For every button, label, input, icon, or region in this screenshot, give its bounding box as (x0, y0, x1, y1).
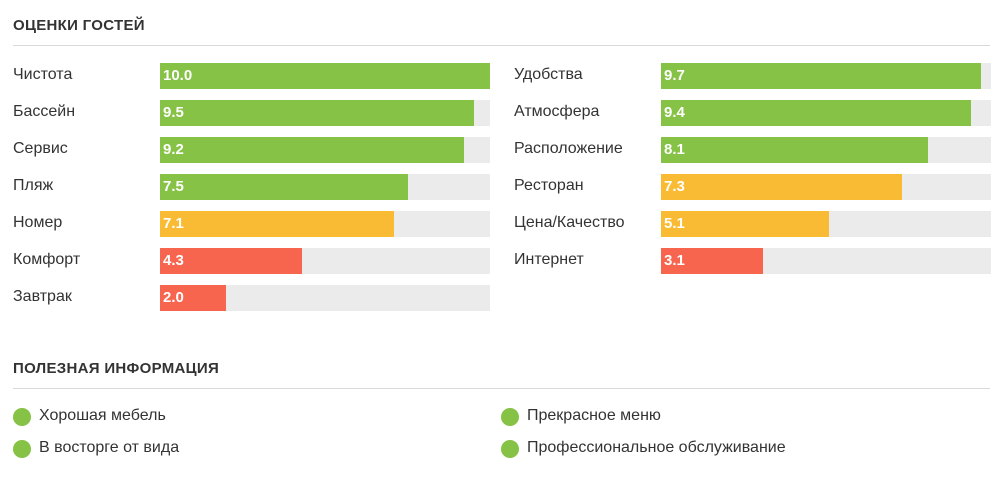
rating-bar-fill: 2.0 (160, 285, 226, 311)
rating-value: 7.5 (163, 178, 184, 195)
rating-bar-track: 10.0 (160, 63, 490, 89)
rating-value: 2.0 (163, 289, 184, 306)
rating-bar-track: 5.1 (661, 211, 991, 237)
rating-bar-track: 2.0 (160, 285, 490, 311)
rating-bar-track: 7.5 (160, 174, 490, 200)
rating-bar-fill: 7.5 (160, 174, 408, 200)
info-text: В восторге от вида (39, 439, 180, 456)
rating-row: Номер 7.1 (13, 211, 493, 237)
rating-label: Бассейн (13, 103, 76, 120)
rating-label: Чистота (13, 66, 73, 83)
rating-row: Чистота 10.0 (13, 63, 493, 89)
rating-label: Удобства (514, 66, 583, 83)
rating-bar-track: 9.5 (160, 100, 490, 126)
rating-bar-fill: 5.1 (661, 211, 830, 237)
useful-info-divider (13, 388, 990, 389)
rating-value: 3.1 (664, 252, 685, 269)
rating-row: Ресторан 7.3 (514, 174, 994, 200)
rating-bar-fill: 4.3 (160, 248, 302, 274)
rating-row: Завтрак 2.0 (13, 285, 493, 311)
rating-bar-track: 9.4 (661, 100, 991, 126)
rating-row: Пляж 7.5 (13, 174, 493, 200)
rating-bar-fill: 8.1 (661, 137, 929, 163)
rating-value: 10.0 (163, 67, 193, 84)
rating-bar-fill: 3.1 (661, 248, 764, 274)
rating-bar-track: 3.1 (661, 248, 991, 274)
bullet-dot-icon (13, 440, 31, 458)
rating-bar-fill: 9.5 (160, 100, 474, 126)
rating-bar-track: 7.1 (160, 211, 490, 237)
rating-label: Атмосфера (514, 103, 600, 120)
rating-bar-fill: 7.3 (661, 174, 902, 200)
rating-label: Комфорт (13, 251, 81, 268)
rating-bar-track: 9.2 (160, 137, 490, 163)
rating-label: Завтрак (13, 288, 72, 305)
info-text: Хорошая мебель (39, 407, 166, 424)
useful-info-title: ПОЛЕЗНАЯ ИНФОРМАЦИЯ (13, 360, 220, 377)
rating-value: 9.4 (664, 104, 685, 121)
rating-value: 5.1 (664, 215, 685, 232)
rating-label: Пляж (13, 177, 54, 194)
rating-bar-track: 7.3 (661, 174, 991, 200)
rating-value: 8.1 (664, 141, 685, 158)
rating-label: Сервис (13, 140, 68, 157)
guest-ratings-divider (13, 45, 990, 46)
rating-label: Ресторан (514, 177, 584, 194)
rating-row: Бассейн 9.5 (13, 100, 493, 126)
rating-label: Интернет (514, 251, 584, 268)
rating-value: 7.3 (664, 178, 685, 195)
rating-bar-track: 9.7 (661, 63, 991, 89)
guest-ratings-title: ОЦЕНКИ ГОСТЕЙ (13, 17, 145, 34)
rating-bar-track: 4.3 (160, 248, 490, 274)
rating-row: Расположение 8.1 (514, 137, 994, 163)
rating-bar-fill: 9.7 (661, 63, 982, 89)
rating-bar-fill: 9.2 (160, 137, 464, 163)
bullet-dot-icon (13, 408, 31, 426)
rating-bar-fill: 7.1 (160, 211, 395, 237)
rating-row: Удобства 9.7 (514, 63, 994, 89)
rating-row: Цена/Качество 5.1 (514, 211, 994, 237)
rating-value: 7.1 (163, 215, 184, 232)
rating-row: Атмосфера 9.4 (514, 100, 994, 126)
rating-label: Расположение (514, 140, 623, 157)
rating-value: 9.7 (664, 67, 685, 84)
info-text: Прекрасное меню (527, 407, 661, 424)
rating-row: Сервис 9.2 (13, 137, 493, 163)
bullet-dot-icon (501, 408, 519, 426)
rating-bar-track: 8.1 (661, 137, 991, 163)
rating-row: Комфорт 4.3 (13, 248, 493, 274)
rating-label: Номер (13, 214, 63, 231)
rating-value: 9.5 (163, 104, 184, 121)
rating-row: Интернет 3.1 (514, 248, 994, 274)
bullet-dot-icon (501, 440, 519, 458)
rating-bar-fill: 10.0 (160, 63, 490, 89)
rating-label: Цена/Качество (514, 214, 625, 231)
rating-bar-fill: 9.4 (661, 100, 972, 126)
info-text: Профессиональное обслуживание (527, 439, 786, 456)
rating-value: 4.3 (163, 252, 184, 269)
rating-value: 9.2 (163, 141, 184, 158)
